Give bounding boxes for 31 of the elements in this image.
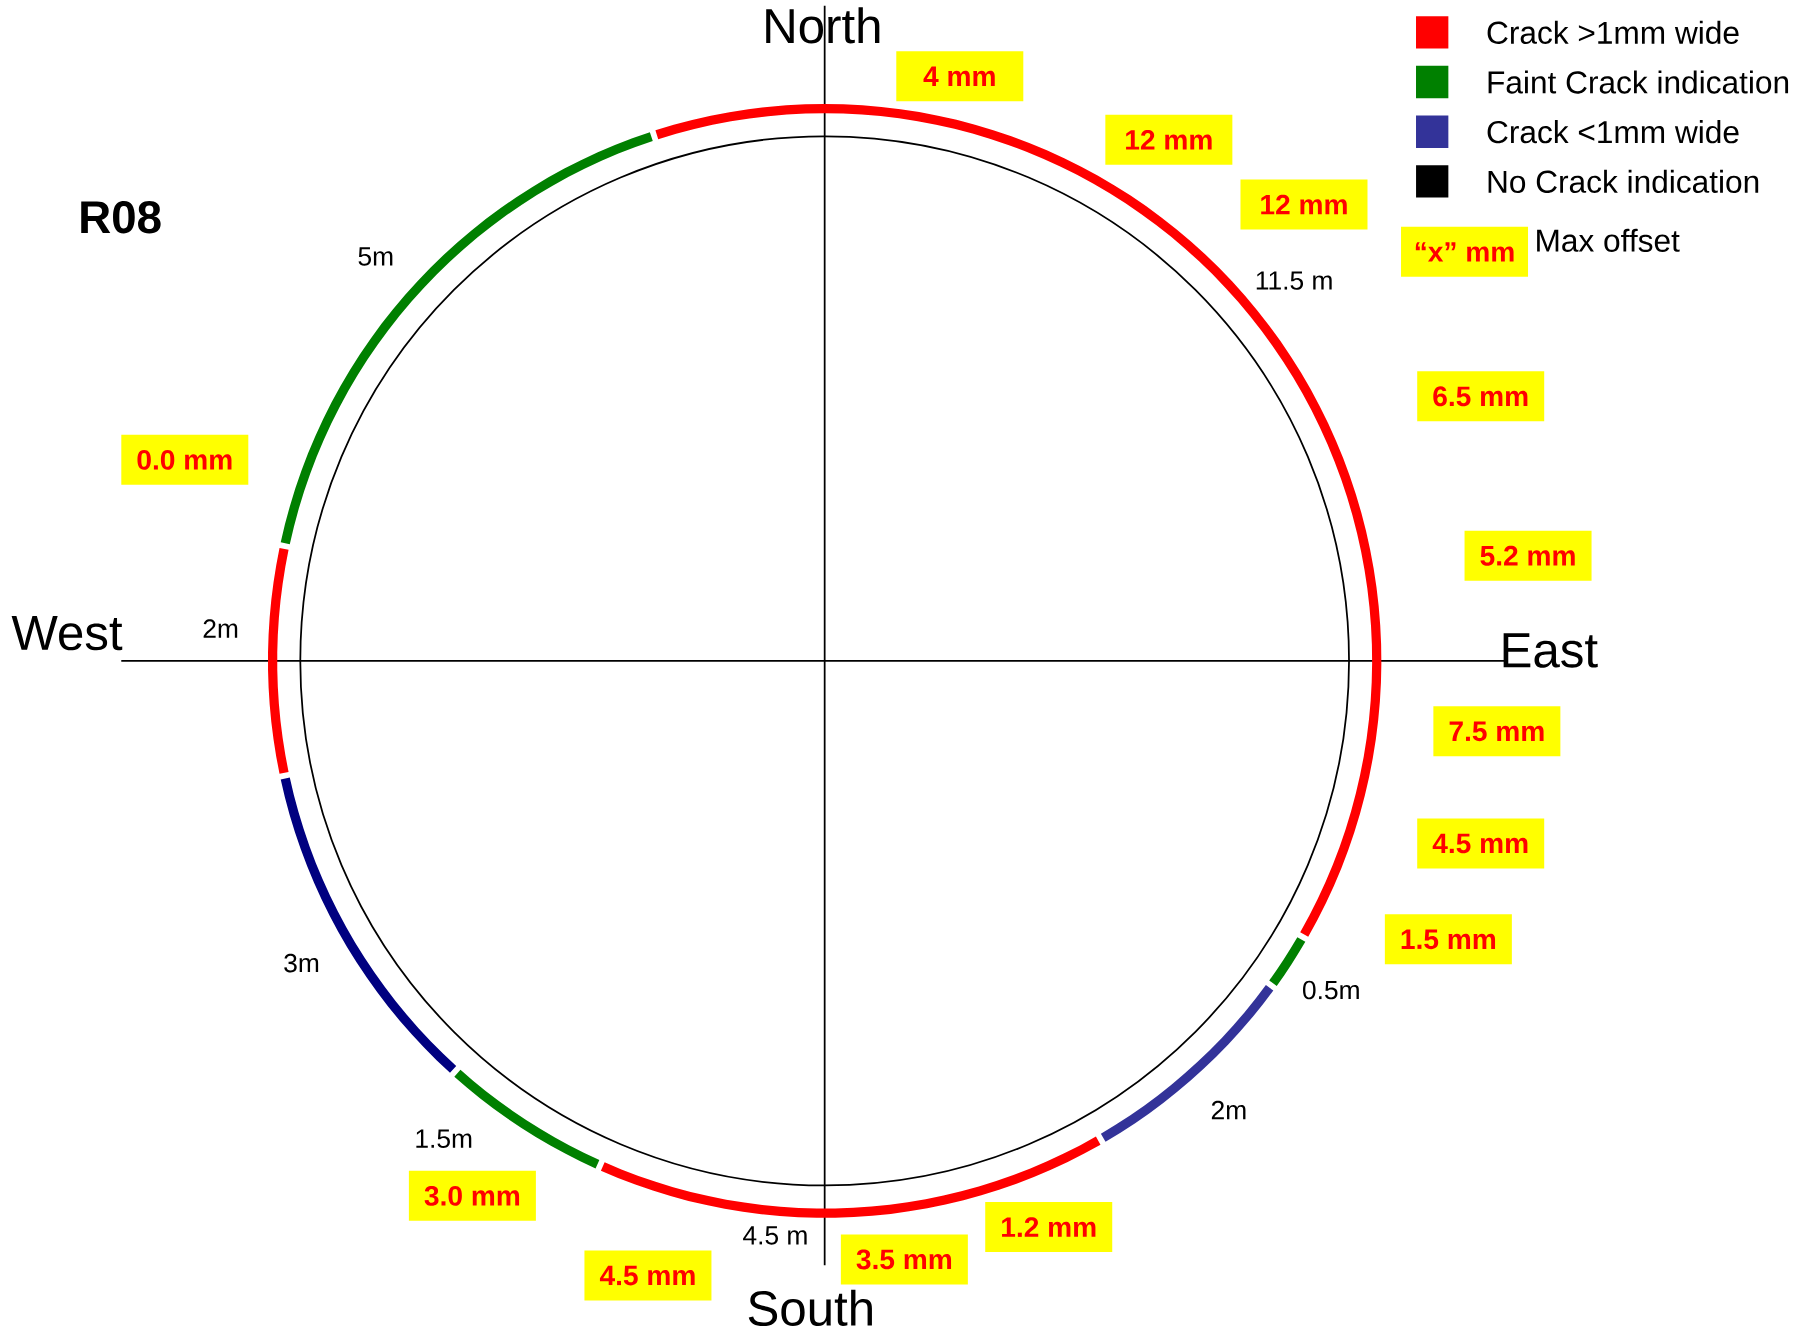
data-label: 2m (203, 619, 238, 638)
data-label: 1.5m (416, 1129, 472, 1148)
text: 12 mm (1261, 194, 1347, 215)
text: 5.2 mm (1480, 545, 1575, 566)
data-label: 0.5m (1303, 980, 1359, 1000)
text: West (11, 615, 123, 651)
text: 4.5 mm (1432, 833, 1528, 854)
text: Max offset (1537, 228, 1680, 252)
text: “x” mm (1415, 242, 1514, 262)
text: 1.5 mm (1401, 929, 1496, 950)
text: R08 (81, 201, 161, 234)
data-label: 2m (1211, 1100, 1246, 1120)
text: East (1503, 633, 1598, 668)
text: 7.5 mm (1449, 721, 1544, 742)
text: South (748, 1289, 872, 1326)
text: 4 mm (923, 66, 995, 86)
legend-label: Faint Crack indication (1488, 70, 1789, 94)
legend-label: Crack <1mm wide (1487, 120, 1739, 144)
text: 6.5 mm (1433, 386, 1528, 407)
text: No Crack indication (1488, 169, 1759, 194)
text: 3.5 mm (856, 1249, 952, 1270)
legend-label: Crack >1mm wide (1487, 20, 1739, 44)
data-label: 5m (358, 247, 393, 266)
data-label: 11.5 m (1256, 271, 1332, 290)
data-label: 3m (284, 953, 319, 973)
text: 12 mm (1126, 129, 1212, 150)
text: 3.0 mm (424, 1185, 520, 1206)
data-label: 4.5 m (743, 1226, 807, 1245)
text: 0.0 mm (137, 449, 232, 470)
text: 1.2 mm (1002, 1217, 1096, 1237)
text: 4.5 mm (599, 1265, 695, 1286)
